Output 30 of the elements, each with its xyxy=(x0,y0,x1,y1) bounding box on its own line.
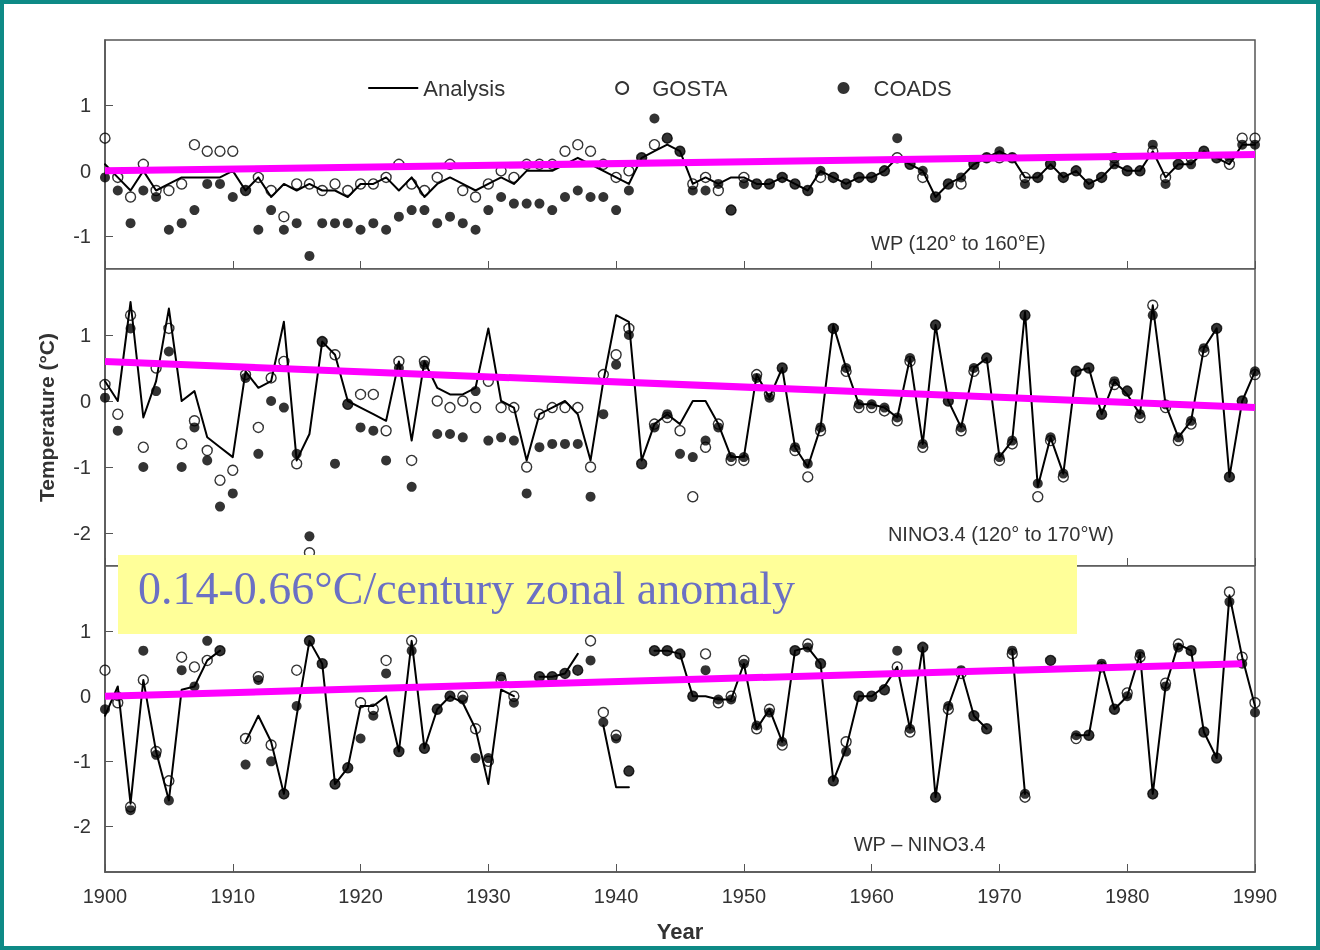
x-tick-label: 1950 xyxy=(721,885,767,907)
y-tick-label: 0 xyxy=(79,159,91,182)
legend-label: Analysis xyxy=(423,75,506,101)
x-tick-label: 1970 xyxy=(977,885,1022,907)
x-tick-label: 1910 xyxy=(210,885,256,907)
y-tick-label: 0 xyxy=(79,390,91,412)
note-text: 0.14-0.66°C/century zonal anomaly xyxy=(138,563,796,614)
legend-label: GOSTA xyxy=(652,75,728,101)
y-tick-label: 1 xyxy=(79,620,91,643)
y-tick-label: -1 xyxy=(73,456,91,478)
annotation: WP – NINO3.4 xyxy=(853,833,986,855)
x-tick-label: 1920 xyxy=(338,885,383,907)
y-tick-label: -2 xyxy=(73,815,91,838)
x-axis-title: Year xyxy=(656,918,704,944)
legend-label: COADS xyxy=(873,75,952,101)
y-tick-label: 0 xyxy=(79,685,91,708)
y-tick-label: -2 xyxy=(73,522,91,544)
x-tick-label: 1940 xyxy=(593,885,639,907)
y-tick-label: 1 xyxy=(79,324,91,346)
y-tick-label: -1 xyxy=(73,750,91,773)
x-tick-label: 1900 xyxy=(82,885,128,907)
x-tick-label: 1990 xyxy=(1232,885,1278,907)
annotation: NINO3.4 (120° to 170°W) xyxy=(887,523,1115,545)
x-tick-label: 1960 xyxy=(849,885,894,907)
annotation: WP (120° to 160°E) xyxy=(871,232,1046,254)
y-tick-label: 1 xyxy=(79,94,91,117)
y-axis-title: Temperature (°C) xyxy=(35,332,58,503)
x-tick-label: 1930 xyxy=(466,885,511,907)
y-tick-label: -1 xyxy=(73,225,91,248)
x-tick-label: 1980 xyxy=(1104,885,1150,907)
